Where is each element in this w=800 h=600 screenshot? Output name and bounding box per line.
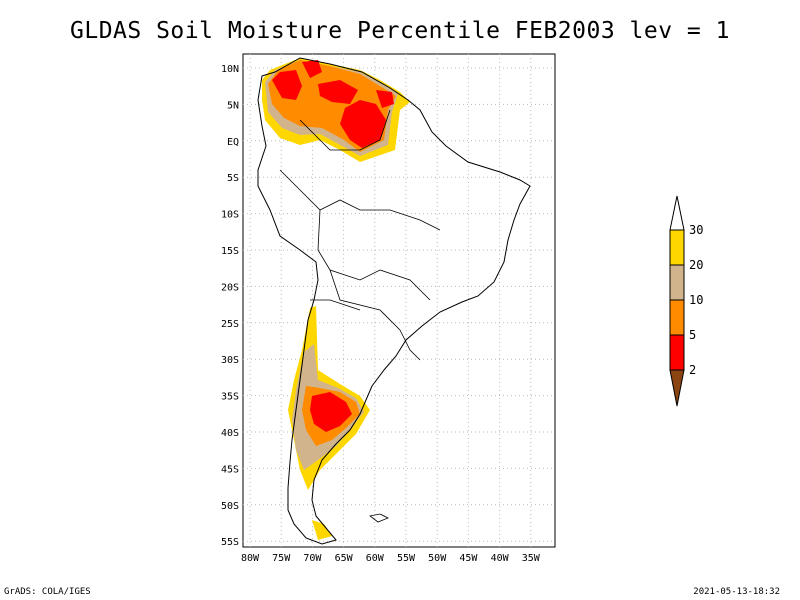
colorbar-label-5: 5 bbox=[689, 328, 696, 342]
colorbar-bin-2-5 bbox=[669, 334, 685, 371]
colorbar-label-20: 20 bbox=[689, 258, 703, 272]
lon-tick-label: 75W bbox=[272, 553, 291, 564]
colorbar-label-10: 10 bbox=[689, 293, 703, 307]
lat-tick-label: 30S bbox=[221, 355, 239, 366]
colorbar-bin-5-10 bbox=[669, 299, 685, 336]
red-north-5 bbox=[376, 90, 394, 108]
borders bbox=[279, 109, 441, 361]
lat-tick-label: EQ bbox=[227, 137, 239, 148]
plot-frame bbox=[242, 53, 556, 548]
colorbar-bin-20-30 bbox=[669, 229, 685, 266]
red-north-3 bbox=[318, 80, 358, 104]
red-north-2 bbox=[302, 60, 322, 78]
colorbar-top-triangle bbox=[669, 195, 685, 231]
shading-north bbox=[262, 58, 410, 162]
lat-tick-label: 10N bbox=[221, 64, 239, 75]
shading-south bbox=[288, 306, 370, 540]
lon-tick-label: 35W bbox=[522, 553, 541, 564]
map-title: GLDAS Soil Moisture Percentile FEB2003 l… bbox=[70, 18, 730, 44]
lat-tick-label: 55S bbox=[221, 537, 239, 548]
footer-credit: GrADS: COLA/IGES bbox=[4, 587, 91, 597]
lat-tick-label: 50S bbox=[221, 501, 239, 512]
lat-tick-label: 5N bbox=[227, 100, 239, 111]
lon-tick-label: 40W bbox=[491, 553, 510, 564]
lat-tick-label: 45S bbox=[221, 464, 239, 475]
coastline bbox=[257, 57, 531, 545]
axis-ticks: 80W 75W 70W 65W 60W 55W 50W 45W 40W 35W 10N 5N EQ 5S 1… bbox=[221, 64, 541, 564]
lon-tick-label: 65W bbox=[335, 553, 354, 564]
lat-tick-label: 15S bbox=[221, 246, 239, 257]
lon-tick-label: 60W bbox=[366, 553, 385, 564]
colorbar-label-2: 2 bbox=[689, 363, 696, 377]
lon-tick-label: 50W bbox=[428, 553, 447, 564]
lat-tick-label: 20S bbox=[221, 282, 239, 293]
lat-tick-label: 25S bbox=[221, 319, 239, 330]
lat-tick-label: 40S bbox=[221, 428, 239, 439]
red-north-1 bbox=[272, 70, 302, 100]
lon-tick-label: 70W bbox=[303, 553, 322, 564]
lat-tick-label: 10S bbox=[221, 210, 239, 221]
footer-timestamp: 2021-05-13-18:32 bbox=[693, 587, 780, 597]
colorbar: 30 20 10 5 2 bbox=[669, 195, 703, 407]
lon-tick-label: 45W bbox=[459, 553, 478, 564]
lat-tick-label: 35S bbox=[221, 392, 239, 403]
colorbar-label-30: 30 bbox=[689, 223, 703, 237]
red-south bbox=[310, 392, 352, 432]
yellow-south-tip bbox=[312, 520, 332, 540]
lon-tick-label: 55W bbox=[397, 553, 416, 564]
colorbar-bottom-triangle bbox=[669, 369, 685, 407]
falklands bbox=[369, 513, 389, 523]
lat-tick-label: 5S bbox=[227, 173, 239, 184]
red-north-4 bbox=[340, 100, 386, 148]
lon-tick-label: 80W bbox=[241, 553, 260, 564]
colorbar-bin-10-20 bbox=[669, 264, 685, 301]
